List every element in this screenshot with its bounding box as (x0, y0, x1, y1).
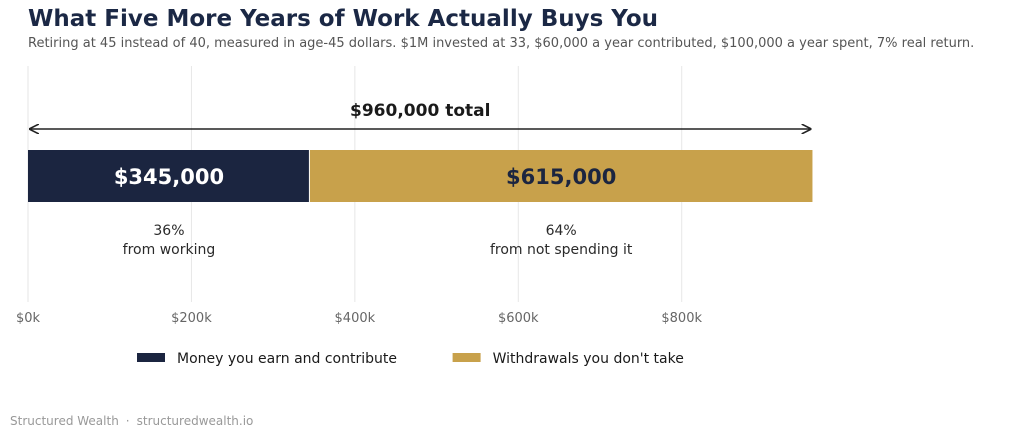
bar-value-label: $615,000 (506, 165, 616, 189)
footer-site[interactable]: structuredwealth.io (136, 414, 254, 428)
footer-brand: Structured Wealth (10, 414, 119, 428)
legend-label: Money you earn and contribute (177, 351, 397, 367)
legend-swatch (452, 353, 481, 362)
x-tick-label: $0k (16, 311, 41, 326)
legend-swatch (137, 353, 165, 362)
x-tick-label: $200k (171, 311, 212, 326)
x-axis-ticks: $0k $200k $400k $600k $800k (16, 311, 703, 326)
total-label: $960,000 total (350, 101, 490, 121)
bar-segment (28, 150, 309, 202)
x-tick-label: $800k (661, 311, 702, 326)
stacked-bar: $345,000 $615,000 (28, 150, 813, 202)
footer: Structured Wealth · structuredwealth.io (10, 414, 253, 428)
annotations: 36% from working 64% from not spending it $9… (30, 101, 810, 258)
segment-percent-label: 64% (546, 223, 577, 239)
bar-value-label: $345,000 (114, 165, 224, 189)
segment-percent-label: 36% (153, 223, 184, 239)
legend-label: Withdrawals you don't take (493, 351, 684, 367)
bar-segment (309, 150, 813, 202)
footer-separator: · (125, 414, 130, 428)
segment-description-label: from not spending it (490, 242, 633, 258)
chart-subtitle: Retiring at 45 instead of 40, measured i… (28, 36, 975, 51)
chart-title: What Five More Years of Work Actually Bu… (28, 6, 659, 32)
segment-description-label: from working (123, 242, 216, 258)
x-tick-label: $400k (335, 311, 376, 326)
x-tick-label: $600k (498, 311, 539, 326)
legend: Money you earn and contribute Withdrawals… (137, 351, 684, 367)
